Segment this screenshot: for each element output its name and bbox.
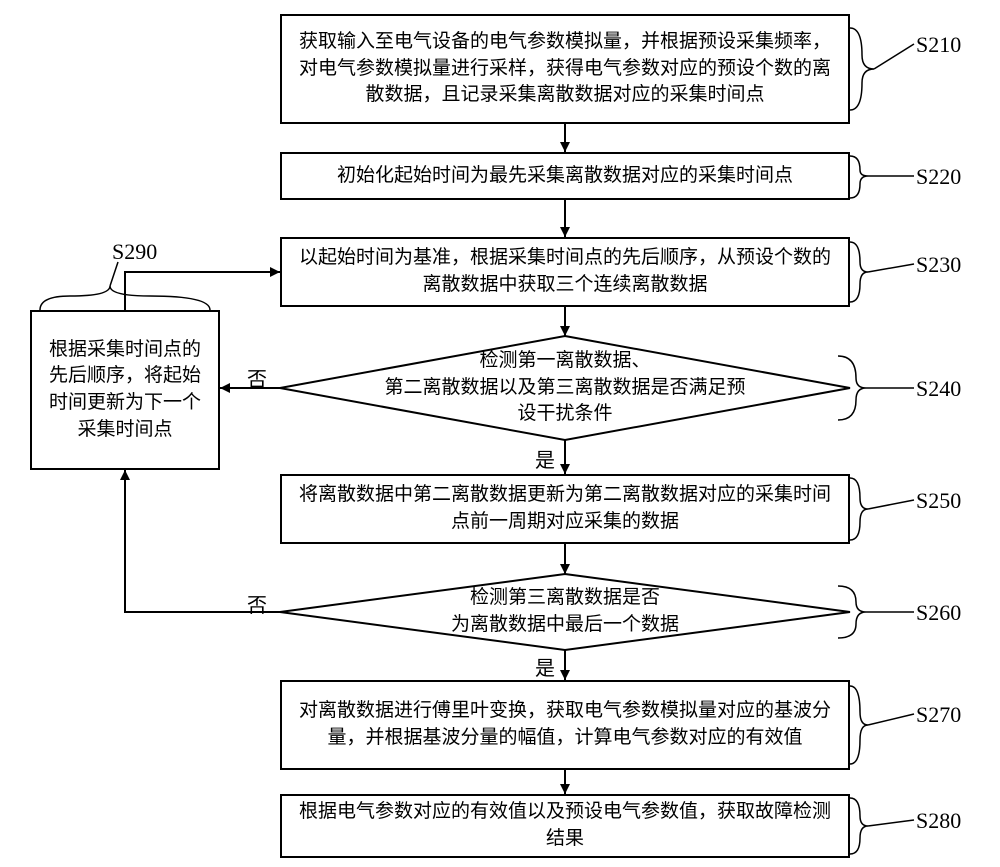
connectors [0, 0, 1000, 867]
